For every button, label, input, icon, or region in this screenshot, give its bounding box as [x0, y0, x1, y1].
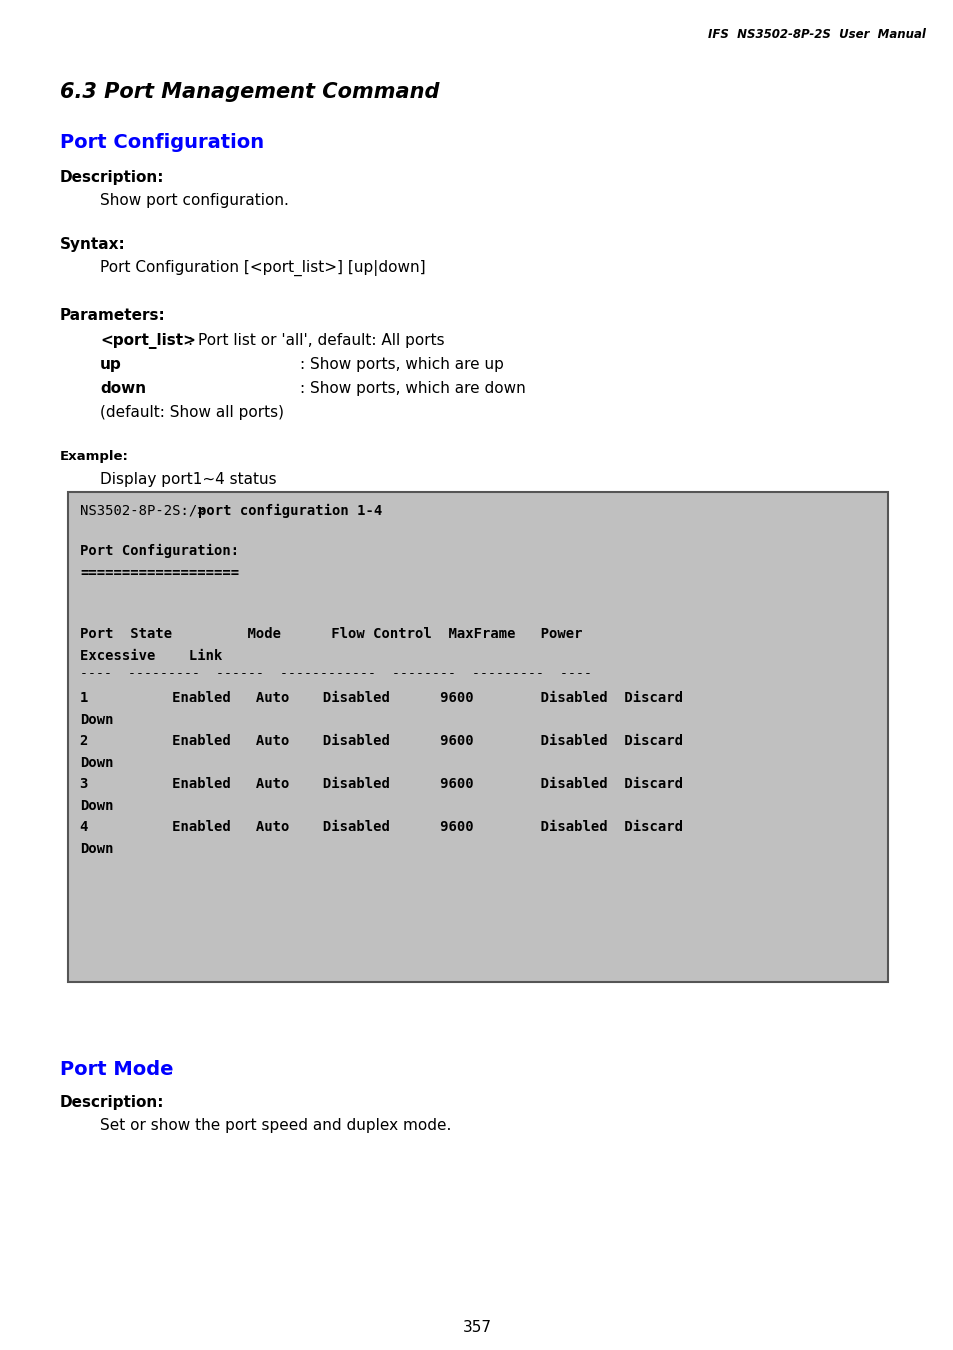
Text: Show port configuration.: Show port configuration.: [100, 193, 289, 208]
Text: : Show ports, which are up: : Show ports, which are up: [299, 356, 503, 373]
Text: port configuration 1-4: port configuration 1-4: [198, 504, 382, 518]
Text: 4          Enabled   Auto    Disabled      9600        Disabled  Discard: 4 Enabled Auto Disabled 9600 Disabled Di…: [80, 819, 682, 834]
Text: Display port1~4 status: Display port1~4 status: [100, 472, 276, 487]
Text: Port  State         Mode      Flow Control  MaxFrame   Power: Port State Mode Flow Control MaxFrame Po…: [80, 628, 582, 641]
Text: Example:: Example:: [60, 450, 129, 463]
Text: Port Configuration [<port_list>] [up|down]: Port Configuration [<port_list>] [up|dow…: [100, 261, 425, 277]
Text: up: up: [100, 356, 122, 373]
Text: 1          Enabled   Auto    Disabled      9600        Disabled  Discard: 1 Enabled Auto Disabled 9600 Disabled Di…: [80, 691, 682, 705]
Text: Excessive    Link: Excessive Link: [80, 649, 222, 663]
Text: IFS  NS3502-8P-2S  User  Manual: IFS NS3502-8P-2S User Manual: [707, 28, 925, 40]
Text: ----  ---------  ------  ------------  --------  ---------  ----: ---- --------- ------ ------------ -----…: [80, 667, 592, 680]
Text: Syntax:: Syntax:: [60, 238, 126, 252]
Text: Port Mode: Port Mode: [60, 1060, 173, 1079]
Text: Down: Down: [80, 799, 113, 813]
Text: Down: Down: [80, 841, 113, 856]
Text: NS3502-8P-2S:/>: NS3502-8P-2S:/>: [80, 504, 206, 518]
Text: Description:: Description:: [60, 170, 164, 185]
Text: 2          Enabled   Auto    Disabled      9600        Disabled  Discard: 2 Enabled Auto Disabled 9600 Disabled Di…: [80, 734, 682, 748]
Text: <port_list>: <port_list>: [100, 333, 195, 350]
Text: 3          Enabled   Auto    Disabled      9600        Disabled  Discard: 3 Enabled Auto Disabled 9600 Disabled Di…: [80, 776, 682, 791]
Text: ===================: ===================: [80, 566, 239, 579]
Text: Down: Down: [80, 756, 113, 770]
Text: : Port list or 'all', default: All ports: : Port list or 'all', default: All ports: [188, 333, 444, 348]
Text: Set or show the port speed and duplex mode.: Set or show the port speed and duplex mo…: [100, 1118, 451, 1133]
Text: Port Configuration:: Port Configuration:: [80, 544, 239, 558]
Text: Description:: Description:: [60, 1095, 164, 1110]
Text: Port Configuration: Port Configuration: [60, 134, 264, 153]
Text: down: down: [100, 381, 146, 396]
Text: (default: Show all ports): (default: Show all ports): [100, 405, 284, 420]
Text: 6.3 Port Management Command: 6.3 Port Management Command: [60, 82, 439, 103]
FancyBboxPatch shape: [68, 491, 887, 981]
Text: Down: Down: [80, 713, 113, 728]
Text: Parameters:: Parameters:: [60, 308, 166, 323]
Text: 357: 357: [462, 1320, 491, 1335]
Text: : Show ports, which are down: : Show ports, which are down: [299, 381, 525, 396]
